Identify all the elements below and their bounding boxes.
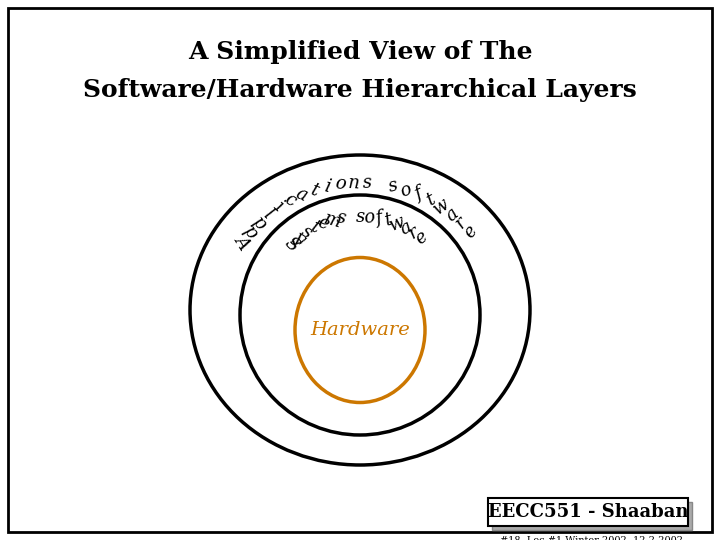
Text: n: n bbox=[347, 174, 359, 192]
Text: s: s bbox=[297, 222, 315, 242]
Ellipse shape bbox=[190, 155, 530, 465]
Text: A: A bbox=[231, 232, 253, 253]
Text: Hardware: Hardware bbox=[310, 321, 410, 339]
Ellipse shape bbox=[295, 258, 425, 402]
Text: o: o bbox=[398, 180, 414, 200]
Text: a: a bbox=[293, 184, 310, 205]
Text: e: e bbox=[412, 228, 431, 248]
Text: i: i bbox=[322, 177, 332, 196]
Text: p: p bbox=[248, 213, 269, 233]
Text: o: o bbox=[333, 174, 346, 194]
Text: A Simplified View of The: A Simplified View of The bbox=[188, 40, 532, 64]
Text: t: t bbox=[307, 218, 322, 238]
Text: w: w bbox=[430, 195, 453, 219]
Text: r: r bbox=[405, 222, 422, 242]
FancyBboxPatch shape bbox=[492, 502, 692, 530]
Text: e: e bbox=[315, 213, 331, 234]
Ellipse shape bbox=[240, 195, 480, 435]
FancyBboxPatch shape bbox=[488, 498, 688, 526]
Text: w: w bbox=[387, 213, 408, 235]
Text: y: y bbox=[289, 228, 308, 248]
Text: t: t bbox=[382, 211, 394, 231]
Text: i: i bbox=[271, 198, 286, 216]
Text: f: f bbox=[374, 209, 384, 228]
Text: c: c bbox=[281, 190, 299, 211]
Text: s: s bbox=[335, 208, 348, 228]
Text: m: m bbox=[321, 210, 343, 232]
FancyBboxPatch shape bbox=[8, 8, 712, 532]
Text: e: e bbox=[460, 222, 480, 242]
Text: #18  Lec #1 Winter 2002  12-2-2002: #18 Lec #1 Winter 2002 12-2-2002 bbox=[500, 536, 683, 540]
Text: t: t bbox=[307, 180, 320, 200]
Text: a: a bbox=[442, 204, 462, 225]
Text: s: s bbox=[356, 207, 364, 226]
Text: S: S bbox=[281, 233, 302, 255]
Text: s: s bbox=[361, 174, 372, 192]
Text: s: s bbox=[387, 177, 400, 197]
Text: r: r bbox=[452, 214, 471, 232]
Text: a: a bbox=[397, 217, 414, 238]
Text: p: p bbox=[239, 222, 261, 242]
Text: l: l bbox=[260, 206, 276, 223]
Text: f: f bbox=[412, 185, 425, 204]
Text: Software/Hardware Hierarchical Layers: Software/Hardware Hierarchical Layers bbox=[83, 78, 637, 102]
Text: t: t bbox=[423, 191, 438, 210]
Text: EECC551 - Shaaban: EECC551 - Shaaban bbox=[487, 503, 688, 521]
Text: o: o bbox=[363, 207, 376, 227]
